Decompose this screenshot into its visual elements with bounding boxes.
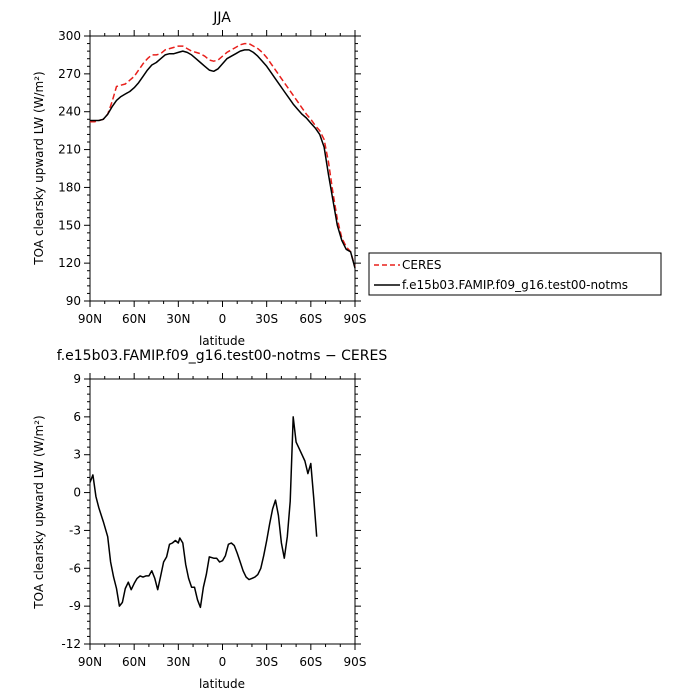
x-tick-label: 60S — [299, 312, 322, 326]
x-tick-label: 0 — [219, 655, 227, 669]
y-tick-label: -9 — [69, 599, 81, 613]
plot-frame — [89, 35, 356, 302]
y-tick-label: 90 — [66, 294, 81, 308]
series-line-difference — [89, 416, 318, 609]
x-tick-label: 60N — [122, 655, 146, 669]
series-group — [89, 416, 318, 609]
x-tick-label: 60N — [122, 312, 146, 326]
tick-marks — [84, 373, 361, 650]
x-tick-labels: 90N 60N 30N 0 30S 60S 90S — [78, 312, 367, 326]
x-tick-label: 90N — [78, 312, 102, 326]
y-tick-label: 3 — [73, 448, 81, 462]
x-tick-label: 90N — [78, 655, 102, 669]
panel-bottom: f.e15b03.FAMIP.f09_g16.test00-notms − CE… — [32, 348, 387, 691]
y-tick-label: 210 — [58, 143, 81, 157]
series-line-model — [90, 49, 356, 269]
y-tick-label: -3 — [69, 523, 81, 537]
y-tick-label: 240 — [58, 105, 81, 119]
panel-top: JJA 90 120 150 180 210 240 270 300 90N 60N 30N 0 30… — [32, 10, 662, 348]
x-tick-label: 90S — [344, 655, 367, 669]
chart-title-difference: f.e15b03.FAMIP.f09_g16.test00-notms − CE… — [57, 348, 388, 364]
tick-marks — [84, 30, 361, 307]
legend-box — [368, 252, 662, 296]
x-tick-label: 30S — [255, 655, 278, 669]
x-tick-label: 30S — [255, 312, 278, 326]
x-tick-label: 30N — [166, 655, 190, 669]
series-line-ceres — [90, 42, 356, 268]
y-axis-label: TOA clearsky upward LW (W/m²) — [32, 415, 46, 609]
legend: CERES f.e15b03.FAMIP.f09_g16.test00-notm… — [368, 252, 662, 296]
y-tick-label: 180 — [58, 180, 81, 194]
x-tick-label: 90S — [344, 312, 367, 326]
legend-label-ceres: CERES — [402, 258, 442, 272]
x-tick-label: 0 — [219, 312, 227, 326]
legend-label-model: f.e15b03.FAMIP.f09_g16.test00-notms — [402, 278, 628, 292]
y-tick-label: 300 — [58, 29, 81, 43]
chart-title: JJA — [212, 10, 231, 26]
y-tick-label: -6 — [69, 561, 81, 575]
y-tick-label: 0 — [73, 486, 81, 500]
y-tick-label: 270 — [58, 67, 81, 81]
y-tick-label: -12 — [61, 637, 81, 651]
series-group — [90, 42, 356, 269]
x-tick-label: 30N — [166, 312, 190, 326]
y-tick-label: 150 — [58, 218, 81, 232]
x-axis-label: latitude — [199, 677, 245, 691]
y-tick-label: 9 — [73, 372, 81, 386]
y-tick-label: 120 — [58, 256, 81, 270]
x-tick-label: 60S — [299, 655, 322, 669]
y-tick-label: 6 — [73, 410, 81, 424]
x-tick-labels: 90N 60N 30N 0 30S 60S 90S — [78, 655, 367, 669]
y-tick-labels: 90 120 150 180 210 240 270 300 — [58, 29, 81, 308]
x-axis-label: latitude — [199, 334, 245, 348]
y-tick-labels: -12 -9 -6 -3 0 3 6 9 — [61, 372, 81, 651]
y-axis-label: TOA clearsky upward LW (W/m²) — [32, 71, 46, 265]
